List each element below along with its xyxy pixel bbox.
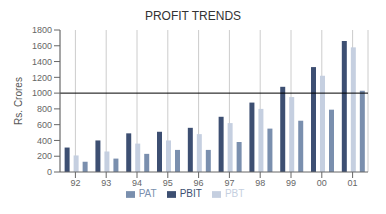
svg-text:1400: 1400 bbox=[32, 57, 52, 67]
svg-text:1000: 1000 bbox=[32, 88, 52, 98]
svg-text:94: 94 bbox=[132, 178, 142, 188]
svg-text:800: 800 bbox=[37, 104, 52, 114]
svg-text:97: 97 bbox=[224, 178, 234, 188]
svg-text:01: 01 bbox=[348, 178, 358, 188]
svg-text:1600: 1600 bbox=[32, 41, 52, 51]
html-text:PAT: PAT bbox=[138, 188, 157, 199]
svg-text:1800: 1800 bbox=[32, 25, 52, 35]
html-text:PROFIT TRENDS: PROFIT TRENDS bbox=[144, 9, 242, 23]
svg-text:200: 200 bbox=[37, 151, 52, 161]
svg-text:93: 93 bbox=[101, 178, 111, 188]
svg-text:96: 96 bbox=[194, 178, 204, 188]
svg-text:95: 95 bbox=[163, 178, 173, 188]
svg-text:400: 400 bbox=[37, 136, 52, 146]
svg-text:600: 600 bbox=[37, 120, 52, 130]
svg-text:Rs. Crores: Rs. Crores bbox=[13, 77, 24, 125]
html-text:PBT: PBT bbox=[224, 188, 245, 199]
svg-text:99: 99 bbox=[286, 178, 296, 188]
html-text:PBIT: PBIT bbox=[179, 188, 202, 199]
svg-text:1200: 1200 bbox=[32, 73, 52, 83]
svg-text:00: 00 bbox=[317, 178, 327, 188]
svg-text:92: 92 bbox=[70, 178, 80, 188]
svg-text:98: 98 bbox=[255, 178, 265, 188]
svg-text:0: 0 bbox=[47, 167, 52, 177]
